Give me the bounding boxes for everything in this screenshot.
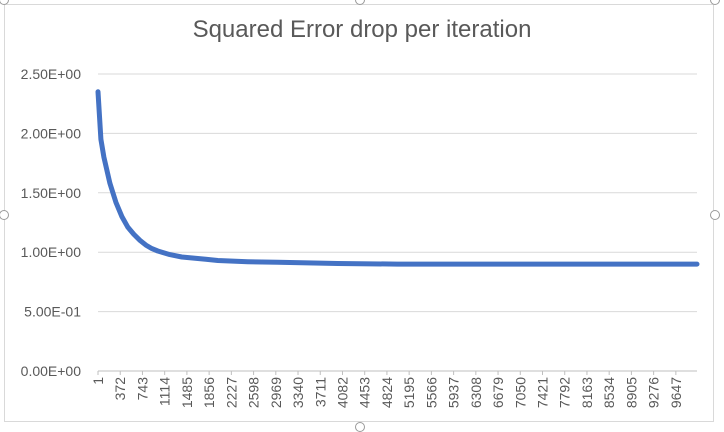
x-tick-label: 5937	[446, 377, 462, 408]
x-tick-label: 7421	[535, 377, 551, 408]
y-tick-label: 1.00E+00	[21, 244, 82, 260]
x-tick-label: 8163	[579, 377, 595, 408]
y-tick-label: 1.50E+00	[21, 185, 82, 201]
resize-handle-middle-right[interactable]	[710, 210, 720, 220]
x-tick-label: 4824	[379, 377, 395, 408]
chart-title: Squared Error drop per iteration	[192, 16, 532, 43]
x-tick-label: 6308	[468, 377, 484, 408]
x-tick-label: 5566	[423, 377, 439, 408]
x-tick-label: 9647	[668, 377, 684, 408]
x-tick-label: 7050	[512, 377, 528, 408]
x-tick-label: 6679	[490, 377, 506, 408]
y-tick-label: 2.00E+00	[21, 125, 82, 141]
x-tick-label: 8534	[601, 377, 617, 408]
y-tick-label: 5.00E-01	[24, 304, 81, 320]
resize-handle-middle-left[interactable]	[0, 210, 9, 220]
x-tick-label: 2969	[268, 377, 284, 408]
x-tick-label: 743	[134, 377, 150, 401]
x-tick-label: 1485	[179, 377, 195, 408]
x-tick-label: 1114	[157, 377, 173, 406]
x-tick-label: 3340	[290, 377, 306, 408]
x-tick-label: 3711	[312, 377, 328, 407]
x-tick-label: 7792	[557, 377, 573, 408]
y-tick-label: 0.00E+00	[21, 363, 82, 379]
x-tick-label: 5195	[401, 377, 417, 408]
x-tick-label: 9276	[646, 377, 662, 408]
x-tick-label: 4453	[357, 377, 373, 408]
x-tick-label: 2227	[223, 377, 239, 408]
y-tick-label: 2.50E+00	[21, 66, 82, 82]
x-tick-label: 4082	[334, 377, 350, 408]
x-tick-label: 2598	[246, 377, 262, 408]
x-tick-label: 8905	[623, 377, 639, 408]
x-tick-label: 1	[90, 377, 106, 385]
series-line	[95, 89, 700, 267]
x-tick-label: 372	[112, 377, 128, 401]
x-tick-label: 1856	[201, 377, 217, 408]
